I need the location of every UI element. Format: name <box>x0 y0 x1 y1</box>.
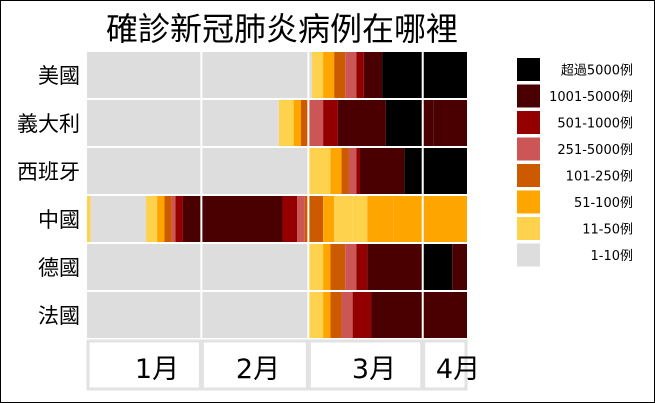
month-band <box>307 339 424 391</box>
country-label: 德國 <box>38 256 80 280</box>
heatmap-cell <box>360 148 405 194</box>
heatmap-cell <box>356 52 364 98</box>
heatmap-cell <box>367 244 423 290</box>
legend-label: 501-1000例 <box>557 117 633 132</box>
heatmap-cell <box>334 196 353 242</box>
chart-title: 確診新冠肺炎病例在哪裡 <box>106 10 458 48</box>
legend-swatch <box>517 58 540 81</box>
country-label: 中國 <box>38 208 80 232</box>
heatmap-cell <box>175 196 183 242</box>
legend-swatch <box>517 217 540 240</box>
heatmap-cell <box>308 148 331 194</box>
heatmap-cell <box>87 52 313 98</box>
legend-label: 51-100例 <box>574 196 633 211</box>
heatmap-cell <box>341 148 349 194</box>
heatmap-cell <box>356 244 368 290</box>
heatmap-cell <box>452 244 467 290</box>
heatmap-cell <box>308 292 324 338</box>
heatmap-cell <box>164 196 172 242</box>
heatmap-cell <box>334 52 346 98</box>
heatmap-cell <box>171 196 176 242</box>
heatmap-cell <box>278 100 294 146</box>
heatmap-cell <box>90 196 147 242</box>
heatmap-cell <box>422 100 434 146</box>
heatmap-cell <box>367 196 394 242</box>
heatmap-cell <box>393 196 467 242</box>
legend: 超過5000例 1001-5000例 501-1000例 251-5000例 101-2… <box>517 58 633 267</box>
legend-swatch <box>517 164 540 187</box>
heatmap-cell <box>385 100 423 146</box>
month-band <box>422 339 468 391</box>
heatmap-cell <box>352 196 368 242</box>
heatmap-cell <box>323 52 335 98</box>
heatmap-cell <box>146 196 158 242</box>
heatmap-cell <box>404 148 467 194</box>
legend-swatch <box>517 190 540 214</box>
heatmap-cell <box>312 52 324 98</box>
legend-label: 1001-5000例 <box>549 90 633 105</box>
month-label: 1月 <box>135 354 179 385</box>
heatmap-grid <box>86 52 468 391</box>
legend-label: 101-250例 <box>566 170 633 185</box>
heatmap-cell <box>337 100 386 146</box>
heatmap-cell <box>352 292 372 338</box>
heatmap-cell <box>293 100 301 146</box>
heatmap-cell <box>323 100 338 146</box>
heatmap-cell <box>422 292 467 338</box>
heatmap-cell <box>87 148 309 194</box>
legend-label: 超過5000例 <box>561 64 633 79</box>
heatmap-cell <box>182 196 283 242</box>
legend-label: 11-50例 <box>582 223 633 238</box>
heatmap-cell <box>356 148 361 194</box>
heatmap-cell <box>341 292 353 338</box>
country-label: 西班牙 <box>17 160 80 184</box>
heatmap-cell <box>330 292 342 338</box>
heatmap-cell <box>282 196 298 242</box>
legend-swatch <box>517 137 540 161</box>
heatmap-cell <box>371 292 423 338</box>
heatmap-cell <box>433 100 467 146</box>
heatmap-cell <box>87 244 309 290</box>
heatmap-cell <box>330 148 342 194</box>
country-label: 義大利 <box>17 112 80 136</box>
heatmap-cell <box>345 52 357 98</box>
legend-swatch <box>517 111 540 134</box>
heatmap-cell <box>382 52 467 98</box>
legend-label: 1-10例 <box>590 249 633 264</box>
heatmap-cell <box>308 244 324 290</box>
heatmap-cell <box>323 292 331 338</box>
month-band <box>86 339 202 391</box>
legend-label: 251-5000例 <box>557 143 633 158</box>
heatmap-cell <box>87 292 309 338</box>
heatmap-cell <box>87 196 91 242</box>
heatmap-cell <box>323 244 331 290</box>
heatmap-cell <box>300 100 309 146</box>
month-band <box>200 339 309 391</box>
month-axis: 1月 2月 3月 4月 <box>135 354 480 385</box>
heatmap-cell <box>330 244 346 290</box>
heatmap-cell <box>323 196 335 242</box>
legend-swatch <box>517 243 540 267</box>
heatmap-cell <box>157 196 165 242</box>
heatmap-cell <box>345 244 357 290</box>
country-label: 法國 <box>38 304 80 328</box>
legend-swatch <box>517 84 540 108</box>
heatmap-cell <box>422 244 453 290</box>
heatmap-cell <box>87 100 279 146</box>
heatmap-cell <box>308 100 324 146</box>
month-label: 4月 <box>436 354 480 385</box>
heatmap-cell <box>297 196 305 242</box>
month-label: 2月 <box>236 354 280 385</box>
month-label: 3月 <box>352 354 396 385</box>
heatmap-cell <box>363 52 383 98</box>
country-label: 美國 <box>38 64 80 88</box>
heatmap-cell <box>348 148 357 194</box>
